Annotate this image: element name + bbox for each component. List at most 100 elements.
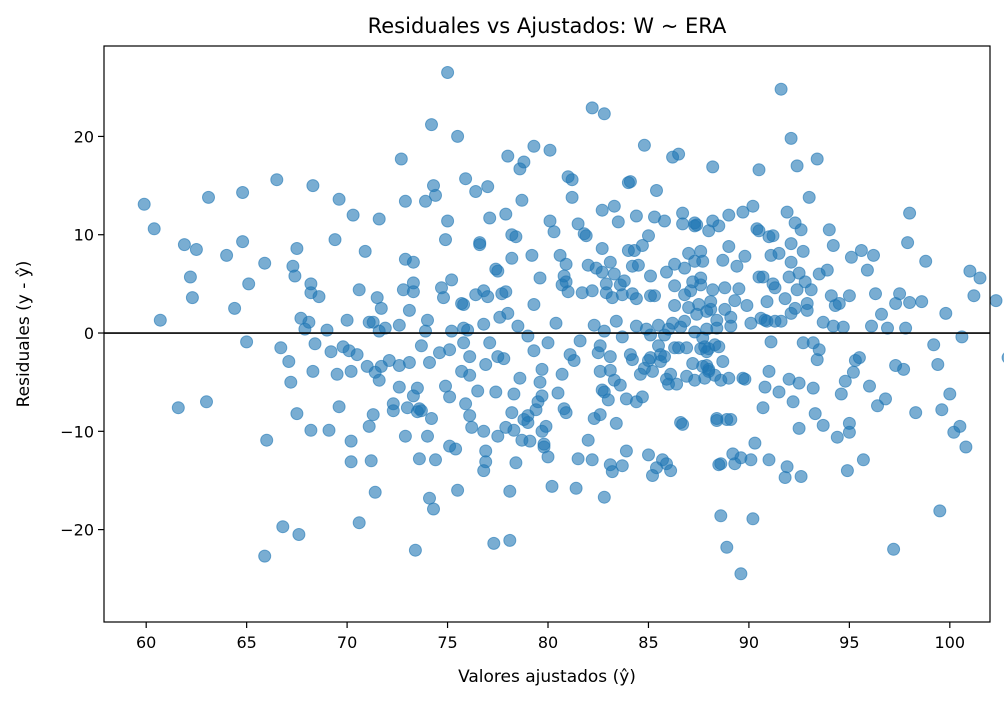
data-point — [547, 225, 561, 239]
data-point — [668, 299, 682, 312]
x-tick-label: 75 — [437, 633, 457, 652]
data-point — [372, 212, 386, 226]
data-point — [714, 509, 728, 523]
data-point — [481, 290, 495, 304]
data-point — [378, 321, 392, 335]
data-point — [613, 378, 627, 392]
data-point — [756, 401, 770, 415]
data-point — [479, 358, 493, 371]
data-point — [402, 356, 416, 369]
data-point — [720, 540, 734, 554]
data-point — [290, 407, 304, 421]
x-tick-label: 95 — [839, 633, 859, 652]
data-point — [344, 434, 358, 448]
x-tick-label: 100 — [935, 633, 966, 652]
data-point — [609, 416, 623, 430]
data-point — [644, 328, 657, 342]
data-point — [402, 303, 416, 317]
data-point — [672, 147, 686, 161]
data-point — [451, 483, 465, 497]
data-point — [901, 236, 915, 250]
data-point — [879, 392, 892, 406]
points-layer — [137, 66, 1004, 581]
data-point — [374, 301, 388, 315]
data-point — [441, 66, 455, 79]
data-point — [473, 238, 487, 252]
data-point — [501, 149, 515, 163]
data-point — [439, 379, 452, 393]
data-point — [852, 351, 866, 365]
data-point — [398, 429, 412, 443]
data-point — [881, 321, 894, 335]
data-point — [332, 192, 346, 206]
data-point — [967, 289, 981, 303]
data-point — [581, 433, 595, 447]
data-point — [328, 233, 342, 247]
data-point — [147, 222, 161, 236]
data-point — [605, 465, 619, 479]
data-point — [774, 82, 788, 96]
data-point — [515, 193, 529, 207]
y-tick-label: −10 — [60, 422, 94, 441]
data-point — [274, 341, 288, 355]
data-point — [421, 313, 434, 327]
data-point — [822, 223, 836, 237]
data-point — [459, 397, 473, 411]
data-point — [810, 152, 824, 166]
data-point — [786, 395, 800, 409]
data-point — [425, 118, 438, 132]
data-point — [658, 350, 671, 364]
data-point — [344, 364, 358, 378]
data-point — [597, 490, 611, 504]
data-point — [171, 401, 185, 415]
chart-title: Residuales vs Ajustados: W ~ ERA — [368, 14, 727, 38]
data-point — [794, 470, 808, 483]
data-point — [844, 250, 858, 264]
data-point — [443, 390, 457, 404]
data-point — [784, 255, 798, 269]
data-point — [826, 239, 840, 252]
data-point — [635, 390, 649, 404]
data-point — [788, 301, 802, 315]
data-point — [680, 341, 694, 355]
data-point — [439, 233, 452, 247]
data-point — [903, 206, 917, 220]
data-point — [419, 194, 432, 208]
x-axis-label: Valores ajustados (ŷ) — [458, 667, 636, 687]
x-tick-label: 85 — [638, 633, 658, 652]
data-point — [535, 362, 549, 376]
data-point — [664, 464, 678, 478]
data-point — [748, 436, 762, 450]
data-point — [543, 214, 557, 228]
data-point — [599, 277, 613, 291]
data-point — [457, 336, 471, 350]
data-point — [903, 296, 917, 309]
data-point — [200, 395, 213, 409]
data-point — [778, 292, 792, 306]
data-point — [445, 324, 459, 338]
data-point — [368, 485, 382, 499]
data-point — [183, 270, 197, 284]
data-point — [919, 254, 933, 268]
data-point — [722, 208, 736, 222]
data-point — [304, 423, 318, 437]
data-point — [603, 255, 617, 269]
data-point — [660, 265, 673, 279]
data-point — [503, 484, 517, 498]
data-point — [706, 283, 720, 297]
data-point — [406, 276, 420, 290]
data-point — [678, 314, 692, 328]
data-point — [712, 219, 726, 233]
data-point — [790, 283, 804, 297]
data-point — [597, 107, 611, 121]
data-point — [619, 444, 633, 458]
data-point — [722, 240, 736, 253]
data-point — [236, 235, 250, 249]
data-point — [533, 271, 547, 285]
data-point — [346, 208, 360, 222]
data-point — [344, 455, 358, 469]
data-point — [509, 230, 523, 244]
data-point — [716, 355, 730, 368]
data-point — [332, 400, 346, 414]
